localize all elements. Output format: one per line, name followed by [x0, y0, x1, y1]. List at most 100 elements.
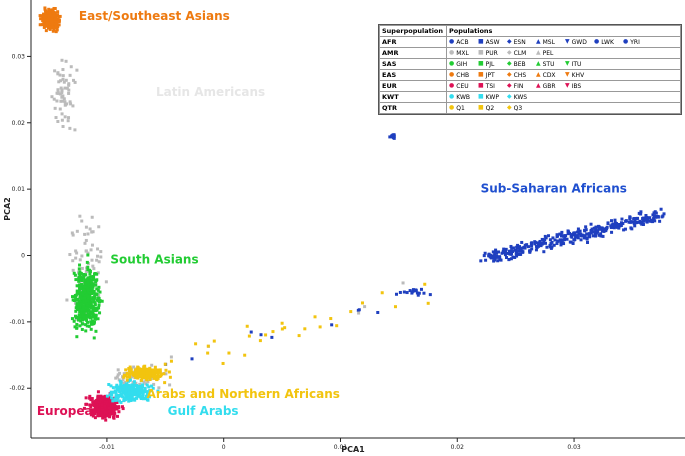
- data-point: [57, 15, 61, 19]
- data-point: [259, 333, 263, 337]
- data-point: [600, 226, 604, 230]
- data-point: [67, 83, 71, 87]
- legend-marker-icon: ▲: [536, 38, 541, 45]
- data-point: [484, 258, 488, 262]
- legend-marker-icon: ▼: [565, 71, 570, 78]
- data-point: [137, 374, 141, 378]
- data-point: [141, 385, 145, 389]
- data-point: [113, 404, 117, 408]
- legend-entry-label: KHV: [571, 71, 585, 79]
- legend-entry: ● KWB: [449, 94, 477, 101]
- data-point: [98, 290, 102, 294]
- data-point: [122, 381, 126, 385]
- data-point: [84, 402, 88, 406]
- data-point: [93, 292, 97, 296]
- data-point: [78, 284, 82, 288]
- data-point: [335, 324, 339, 328]
- data-point: [283, 326, 287, 330]
- legend-entry-label: Q1: [456, 104, 465, 112]
- data-point: [566, 229, 570, 233]
- data-point: [495, 255, 499, 259]
- data-point: [594, 226, 598, 230]
- data-point: [398, 290, 402, 294]
- legend-row: AFR ● ACB ■ ASW ◆ ESN ▲ MSL ▼ GWD ● LWK ● YRI: [379, 36, 681, 48]
- data-point: [91, 400, 95, 404]
- data-point: [76, 315, 80, 319]
- data-point: [330, 323, 334, 327]
- data-point: [93, 272, 97, 276]
- data-point: [619, 223, 623, 227]
- data-point: [84, 238, 88, 242]
- data-point: [81, 286, 85, 290]
- data-point: [530, 244, 534, 248]
- data-point: [99, 398, 103, 402]
- data-point: [639, 210, 643, 214]
- legend-entry: ◆ CHS: [507, 72, 535, 79]
- data-point: [258, 339, 262, 343]
- legend-entry-label: GIH: [456, 60, 468, 68]
- data-point: [646, 218, 650, 222]
- data-point: [111, 411, 115, 415]
- data-point: [88, 275, 92, 279]
- data-point: [88, 403, 92, 407]
- data-point: [645, 215, 649, 219]
- y-tick-label: 0.01: [12, 186, 26, 193]
- data-point: [597, 225, 601, 229]
- data-point: [151, 374, 155, 378]
- legend: Superpopulation Populations AFR ● ACB ■ ASW ◆…: [378, 24, 682, 115]
- data-point: [499, 258, 503, 262]
- legend-entry-label: BEB: [513, 60, 526, 68]
- data-point: [89, 291, 93, 295]
- data-point: [104, 280, 108, 284]
- data-point: [88, 297, 92, 301]
- legend-marker-icon: ◆: [507, 71, 512, 78]
- data-point: [124, 389, 128, 393]
- data-point: [56, 88, 60, 92]
- data-point: [84, 329, 88, 333]
- data-point: [113, 407, 117, 411]
- data-point: [134, 370, 138, 374]
- data-point: [157, 386, 161, 390]
- data-point: [80, 266, 84, 270]
- data-point: [138, 372, 142, 376]
- data-point: [92, 290, 96, 294]
- data-point: [136, 365, 140, 369]
- data-point: [243, 353, 247, 357]
- data-point: [150, 384, 154, 388]
- data-point: [71, 259, 75, 263]
- data-point: [108, 393, 112, 397]
- data-point: [130, 387, 134, 391]
- data-point: [622, 228, 626, 232]
- data-point: [145, 383, 149, 387]
- data-point: [247, 334, 251, 338]
- data-point: [46, 10, 50, 14]
- data-point: [95, 407, 99, 411]
- data-point: [55, 14, 59, 18]
- data-point: [111, 386, 115, 390]
- data-point: [86, 232, 90, 236]
- data-point: [329, 317, 333, 321]
- y-tick-label: -0.02: [9, 385, 25, 392]
- data-point: [130, 383, 134, 387]
- data-point: [51, 14, 55, 18]
- data-point: [103, 410, 107, 414]
- data-point: [592, 226, 596, 230]
- legend-superpopulation: AMR: [379, 47, 447, 59]
- data-point: [90, 284, 94, 288]
- data-point: [587, 232, 591, 236]
- data-point: [78, 305, 82, 309]
- data-point: [514, 252, 518, 256]
- x-tick-label: 0.02: [451, 444, 465, 451]
- data-point: [78, 310, 82, 314]
- data-point: [137, 367, 141, 371]
- data-point: [528, 249, 532, 253]
- data-point: [100, 405, 104, 409]
- data-point: [51, 9, 55, 13]
- data-point: [568, 231, 572, 235]
- data-point: [77, 318, 81, 322]
- data-point: [600, 229, 604, 233]
- data-point: [94, 314, 98, 318]
- data-point: [100, 408, 104, 412]
- data-point: [131, 397, 135, 401]
- data-point: [605, 225, 609, 229]
